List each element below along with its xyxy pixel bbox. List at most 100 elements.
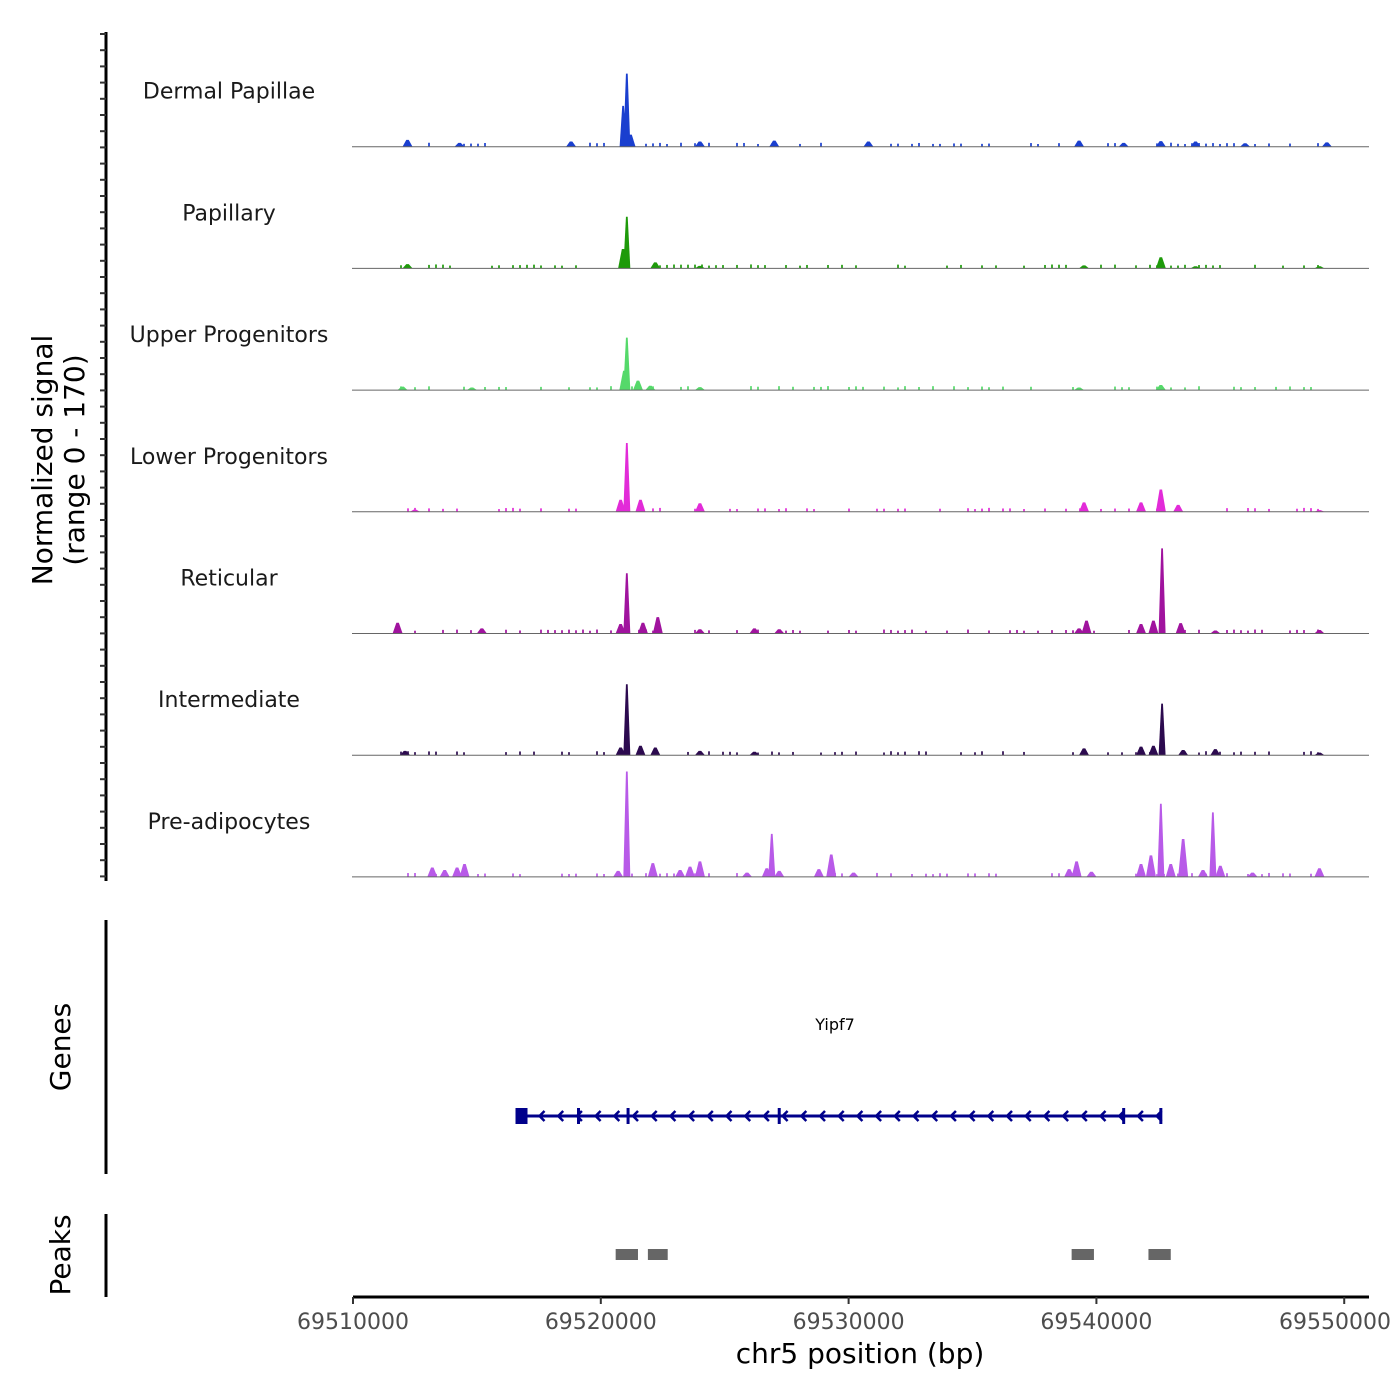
signal-noise <box>407 143 409 147</box>
signal-noise <box>414 752 416 756</box>
signal-noise <box>1289 143 1291 147</box>
signal-noise <box>540 386 542 391</box>
signal-noise <box>463 752 465 756</box>
signal-peak <box>1145 855 1156 877</box>
strand-arrow <box>556 1110 565 1122</box>
coverage-track: Upper Progenitors <box>130 323 1369 391</box>
signal-noise <box>841 264 843 269</box>
signal-noise <box>757 629 759 634</box>
peak-region <box>647 1249 668 1260</box>
signal-noise <box>687 751 689 756</box>
signal-noise <box>1212 873 1214 877</box>
signal-noise <box>456 751 458 756</box>
signal-noise <box>680 142 682 147</box>
signal-peak <box>466 387 477 391</box>
strand-arrow <box>967 1110 976 1122</box>
signal-peak <box>1314 752 1325 756</box>
signal-noise <box>967 629 969 634</box>
signal-noise <box>911 143 913 147</box>
signal-noise <box>1275 386 1277 391</box>
signal-noise <box>988 387 990 391</box>
signal-noise <box>904 386 906 391</box>
strand-arrow <box>986 1110 995 1122</box>
signal-noise <box>981 143 983 147</box>
signal-noise <box>1114 264 1116 269</box>
signal-noise <box>981 386 983 391</box>
signal-noise <box>1002 508 1004 512</box>
signal-peak <box>647 863 658 877</box>
signal-noise <box>946 630 948 634</box>
signal-peak <box>615 747 626 756</box>
signal-noise <box>561 751 563 756</box>
signal-noise <box>400 386 402 391</box>
signal-noise <box>1184 144 1186 147</box>
signal-peak <box>566 141 577 147</box>
signal-peak <box>1155 489 1166 512</box>
signal-noise <box>995 265 997 269</box>
signal-noise <box>708 265 710 269</box>
signal-noise <box>652 630 654 634</box>
signal-noise <box>1205 873 1207 877</box>
signal-noise <box>1198 752 1200 756</box>
signal-peak <box>1240 143 1251 147</box>
signal-noise <box>1240 630 1242 634</box>
signal-noise <box>652 143 654 147</box>
coverage-y-axis-title-line1: Normalized signal <box>26 335 59 586</box>
signal-peak <box>1158 703 1166 756</box>
coverage-tracks: Dermal Papillae Papillary Upper Progenitor… <box>130 73 1369 878</box>
peak-region <box>615 1249 638 1260</box>
signal-noise <box>533 264 535 269</box>
signal-peak <box>1081 620 1092 634</box>
signal-noise <box>1170 265 1172 269</box>
signal-noise <box>407 873 409 877</box>
signal-peak <box>749 628 760 634</box>
signal-noise <box>848 508 850 512</box>
signal-noise <box>890 873 892 877</box>
signal-noise <box>806 508 808 512</box>
signal-noise <box>610 386 612 391</box>
signal-peak <box>623 443 631 512</box>
signal-noise <box>743 142 745 147</box>
signal-noise <box>638 387 640 391</box>
signal-noise <box>645 873 647 877</box>
signal-noise <box>491 265 493 269</box>
signal-peak <box>1158 548 1166 634</box>
signal-noise <box>1198 386 1200 391</box>
signal-noise <box>442 629 444 634</box>
signal-noise <box>1226 630 1228 634</box>
signal-noise <box>1303 387 1305 391</box>
signal-noise <box>1303 751 1305 756</box>
signal-noise <box>428 751 430 756</box>
signal-noise <box>1156 508 1158 512</box>
signal-noise <box>617 873 619 877</box>
strand-arrow <box>1080 1110 1088 1122</box>
signal-noise <box>561 873 563 877</box>
signal-noise <box>834 752 836 756</box>
signal-peak <box>1210 749 1221 756</box>
signal-noise <box>904 630 906 634</box>
signal-noise <box>1107 143 1109 147</box>
signal-noise <box>1240 387 1242 391</box>
signal-noise <box>988 143 990 147</box>
signal-noise <box>1128 508 1130 512</box>
signal-noise <box>687 386 689 391</box>
signal-noise <box>799 265 801 269</box>
signal-noise <box>1205 264 1207 269</box>
signal-noise <box>708 630 710 634</box>
signal-noise <box>428 386 430 391</box>
signal-noise <box>1205 751 1207 756</box>
signal-noise <box>1310 751 1312 756</box>
signal-noise <box>456 629 458 634</box>
signal-noise <box>1296 508 1298 512</box>
signal-noise <box>470 630 472 634</box>
signal-noise <box>932 874 934 877</box>
signal-peak <box>694 750 705 756</box>
signal-noise <box>1233 386 1235 391</box>
signal-noise <box>1107 752 1109 756</box>
signal-noise <box>463 386 465 391</box>
signal-noise <box>904 265 906 269</box>
signal-noise <box>1156 874 1158 877</box>
signal-noise <box>1317 265 1319 269</box>
signal-noise <box>463 873 465 877</box>
signal-noise <box>1002 386 1004 391</box>
